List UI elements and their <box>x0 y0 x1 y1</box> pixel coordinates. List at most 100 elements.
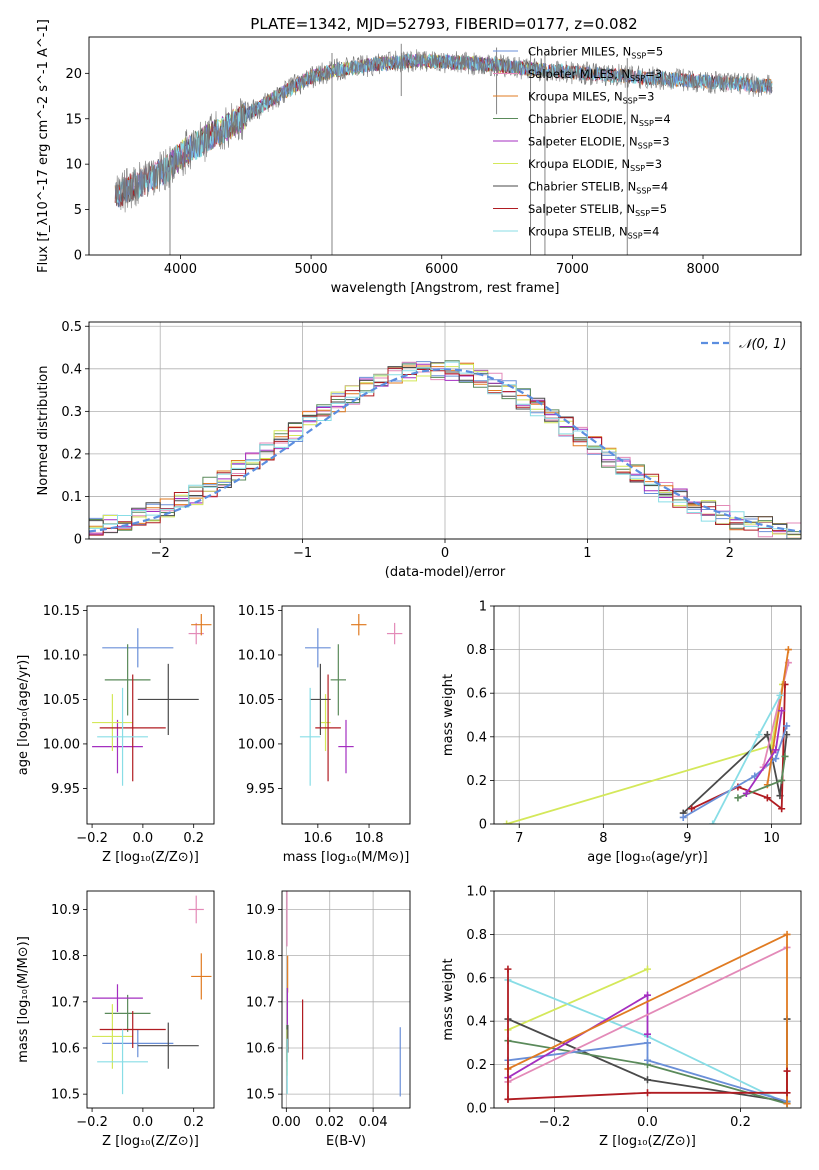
figure-title: PLATE=1342, MJD=52793, FIBERID=0177, z=0… <box>250 15 637 33</box>
y-tick-label: 0.2 <box>466 1058 487 1073</box>
x-axis-label: Z [log₁₀(Z/Z⊙)] <box>102 850 199 865</box>
y-tick-label: 10.05 <box>238 693 275 708</box>
legend-entry: Kroupa MILES, NSSP=3 <box>528 90 654 106</box>
plot-area-mass_vs_Z <box>92 895 212 1095</box>
legend-entry: Chabrier MILES, NSSP=5 <box>528 45 663 61</box>
y-tick-label: 1 <box>479 600 487 615</box>
x-tick-label: 10 <box>763 831 780 846</box>
y-tick-label: 10.7 <box>246 995 275 1010</box>
y-tick-label: 10.8 <box>246 949 275 964</box>
weight-marker-salpeter_stelib <box>504 1095 512 1103</box>
plot-area-age_vs_mass <box>299 614 403 786</box>
plot-area-weight_vs_Z <box>504 930 791 1108</box>
weight-marker-chabrier_miles <box>644 1056 651 1064</box>
weight-marker-salpeter_elodie <box>778 707 786 715</box>
y-tick-label: 0.2 <box>466 774 487 789</box>
y-tick-label: 0.4 <box>61 362 82 377</box>
x-tick-label: 0.00 <box>272 1115 301 1130</box>
weight-marker-salpeter_elodie <box>644 991 651 999</box>
normal-curve <box>89 368 801 533</box>
x-tick-label: −1 <box>293 546 312 561</box>
x-tick-label: 0.2 <box>730 1115 751 1130</box>
x-tick-label: 0.02 <box>315 1115 344 1130</box>
x-tick-label: 10.6 <box>303 831 332 846</box>
plot-area-weight_vs_age <box>503 646 792 824</box>
weight-marker-salpeter_elodie <box>644 1030 651 1038</box>
y-axis-label: Flux [f_λ10^-17 erg cm^-2 s^-1 A^-1] <box>36 19 51 273</box>
x-tick-label: 5000 <box>295 262 328 277</box>
legend-entry: Salpeter MILES, NSSP=3 <box>528 67 662 83</box>
panel-mass_vs_ebv: 0.00 0.02 0.04 10.5 10.6 10.7 10.8 10.9 E(B-V) <box>246 890 411 1149</box>
plot-area-age_vs_Z <box>92 614 212 786</box>
y-tick-label: 9.95 <box>51 782 80 797</box>
weight-marker-kroupa_miles <box>783 1100 791 1108</box>
y-tick-label: 10.9 <box>51 903 80 918</box>
x-tick-label: 9 <box>683 831 691 846</box>
panel-age_vs_Z: −0.2 0.0 0.2 9.95 10.00 10.05 10.10 10.15 Z [log… <box>16 604 215 865</box>
legend-entry: Kroupa ELODIE, NSSP=3 <box>528 157 662 173</box>
y-tick-label: 0.4 <box>466 1015 487 1030</box>
y-tick-label: 10.10 <box>43 648 80 663</box>
x-tick-label: 1 <box>583 546 591 561</box>
weight-marker-kroupa_stelib <box>776 691 784 699</box>
x-axis-label: Z [log₁₀(Z/Z⊙)] <box>102 1134 199 1149</box>
axes-frame <box>86 605 215 825</box>
panel-weight_vs_age: 7 8 9 10 0 0.2 0.4 0.6 0.8 1 age [log₁₀(age/yr)] ma… <box>441 600 802 865</box>
x-tick-label: 8000 <box>686 262 719 277</box>
axes-frame <box>88 321 802 540</box>
y-tick-label: 0.3 <box>61 405 82 420</box>
y-tick-label: 0 <box>479 818 487 833</box>
weight-marker-salpeter_stelib <box>783 1067 791 1075</box>
legend-entry: Salpeter ELODIE, NSSP=3 <box>528 135 670 151</box>
panel-mass_vs_Z: −0.2 0.0 0.2 10.5 10.6 10.7 10.8 10.9 Z [log₁₀(Z… <box>16 890 215 1149</box>
axes-frame <box>281 605 411 825</box>
x-axis-label: (data-model)/error <box>385 565 506 580</box>
x-tick-label: 0.0 <box>133 831 154 846</box>
axes-frame <box>88 36 802 256</box>
axes-frame <box>493 890 802 1109</box>
y-tick-label: 10.7 <box>51 995 80 1010</box>
x-tick-label: −2 <box>151 546 170 561</box>
x-tick-label: 0.0 <box>637 1115 658 1130</box>
y-axis-label: age [log₁₀(age/yr)] <box>16 655 31 776</box>
spectrum-line-observed <box>114 49 773 213</box>
weight-marker-kroupa_miles <box>784 646 792 654</box>
x-axis-label: mass [log₁₀(M/M⊙)] <box>283 850 410 865</box>
y-tick-label: 0 <box>74 533 82 548</box>
y-tick-label: 0 <box>74 249 82 264</box>
y-tick-label: 0.8 <box>466 928 487 943</box>
x-tick-label: 10.8 <box>355 831 384 846</box>
x-tick-label: 0.0 <box>133 1115 154 1130</box>
y-axis-label: mass weight <box>441 958 456 1040</box>
x-axis-label: age [log₁₀(age/yr)] <box>587 850 708 865</box>
y-tick-label: 10.00 <box>238 737 275 752</box>
panel-age_vs_mass: 10.6 10.8 9.95 10.00 10.05 10.10 10.15 mass [lo… <box>238 604 411 865</box>
x-tick-label: 8 <box>599 831 607 846</box>
x-tick-label: 0.04 <box>359 1115 388 1130</box>
weight-marker-salpeter_stelib <box>504 965 512 973</box>
x-axis-label: Z [log₁₀(Z/Z⊙)] <box>599 1134 696 1149</box>
y-axis-label: Normed distribution <box>36 366 51 496</box>
y-tick-label: 0.8 <box>466 643 487 658</box>
weight-marker-salpeter_stelib <box>644 1089 651 1097</box>
x-tick-label: 0.2 <box>183 1115 204 1130</box>
x-tick-label: 2 <box>726 546 734 561</box>
legend-entry: Kroupa STELIB, NSSP=4 <box>528 225 659 241</box>
y-tick-label: 0.2 <box>61 447 82 462</box>
weight-marker-chabrier_elodie <box>781 752 789 760</box>
panel-spectrum: 4000 5000 6000 7000 8000 0 5 10 15 20 wavelength [… <box>36 19 802 296</box>
y-tick-label: 0.6 <box>466 687 487 702</box>
x-tick-label: −0.2 <box>539 1115 571 1130</box>
y-tick-label: 10.6 <box>51 1041 80 1056</box>
y-tick-label: 10.5 <box>246 1088 275 1103</box>
weight-marker-chabrier_elodie <box>734 794 742 802</box>
legend-entry: 𝒩(0, 1) <box>739 337 786 352</box>
plot-area-residual_hist <box>89 360 801 539</box>
legend-entry: Salpeter STELIB, NSSP=5 <box>528 202 667 218</box>
panel-weight_vs_Z: −0.2 0.0 0.2 0.0 0.2 0.4 0.6 0.8 1.0 Z [log₁₀(Z/Z… <box>441 885 802 1149</box>
weight-line-kroupa_elodie <box>507 968 648 1031</box>
weight-marker-chabrier_miles <box>679 813 687 821</box>
y-tick-label: 0.1 <box>61 490 82 505</box>
x-tick-label: 7 <box>515 831 523 846</box>
hist-step-kroupa_stelib <box>89 361 801 539</box>
